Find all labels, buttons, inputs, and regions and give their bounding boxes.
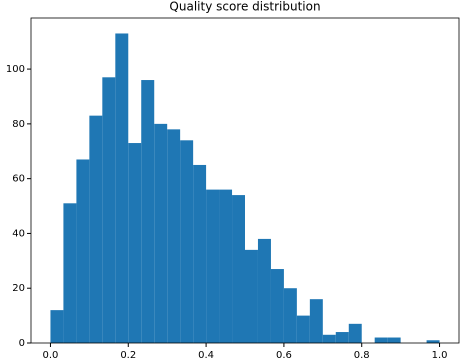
bar (50, 310, 64, 343)
bar (245, 249, 258, 343)
bar (283, 288, 297, 343)
bar (270, 269, 284, 343)
bar (322, 334, 336, 343)
bar (232, 195, 245, 343)
bar (374, 337, 388, 343)
x-tick-label: 1.0 (432, 350, 448, 360)
y-tick-label: 80 (12, 119, 25, 130)
bar (206, 189, 220, 343)
bar (335, 332, 349, 343)
bar (296, 315, 310, 343)
x-tick-label: 0.0 (43, 350, 59, 360)
x-tick-label: 0.2 (120, 350, 136, 360)
bar (128, 143, 142, 343)
plot-frame (30, 17, 460, 344)
bar (193, 164, 207, 343)
y-tick-label: 40 (12, 228, 25, 239)
bar (180, 140, 194, 343)
x-tick-label: 0.6 (276, 350, 292, 360)
bar (141, 80, 155, 343)
bar (426, 340, 440, 343)
bar (102, 77, 116, 343)
y-tick-label: 20 (12, 283, 25, 294)
bar (89, 115, 103, 343)
y-tick-label: 60 (12, 174, 25, 185)
y-tick-label: 100 (6, 64, 25, 75)
x-tick-label: 0.4 (198, 350, 214, 360)
bar (63, 203, 77, 343)
bar (115, 33, 129, 343)
bar (387, 337, 401, 343)
chart-title: Quality score distribution (169, 0, 320, 14)
bar (219, 189, 233, 343)
bar (154, 123, 168, 343)
bar (348, 323, 362, 343)
y-tick-label: 0 (19, 338, 25, 349)
bar (76, 159, 90, 343)
bar (309, 299, 323, 343)
bar (257, 238, 271, 343)
bar (167, 129, 181, 343)
x-tick-label: 0.8 (354, 350, 370, 360)
